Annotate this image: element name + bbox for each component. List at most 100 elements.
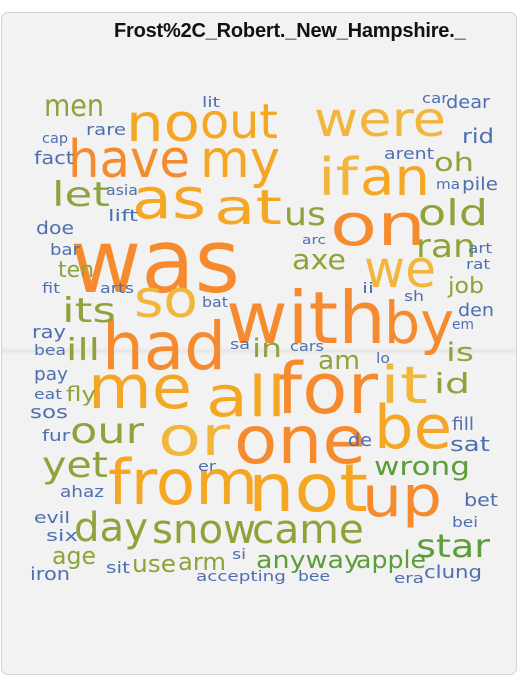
cloud-word-all: all [206,365,287,430]
cloud-word-cars: cars [290,339,324,355]
cloud-word-use: use [132,550,177,578]
cloud-word-pile: pile [462,174,498,195]
card-fold-line [2,347,516,355]
cloud-word-sat: sat [450,432,490,456]
cloud-word-arm: arm [178,548,227,576]
cloud-word-er: er [198,459,216,475]
cloud-word-old: old [418,193,488,234]
cloud-word-axe: axe [292,243,347,276]
cloud-word-bet: bet [464,490,498,511]
cloud-word-id: id [434,367,470,400]
cloud-word-si: si [232,547,246,563]
cloud-word-lit: lit [202,95,220,111]
cloud-word-an: an [360,148,431,208]
cloud-word-sh: sh [404,289,425,305]
cloud-word-am: am [318,346,361,376]
cloud-word-dear: dear [446,92,491,113]
cloud-word-rat: rat [466,257,490,273]
cloud-word-anyway: anyway [256,546,360,574]
cloud-word-sa: sa [230,337,251,353]
cloud-word-our: our [70,411,144,452]
cloud-word-asia: asia [106,183,139,199]
cloud-word-sos: sos [30,402,69,423]
cloud-word-art: art [468,241,492,257]
cloud-word-on: on [330,191,427,259]
cloud-word-let: let [52,175,110,215]
cloud-word-have: have [68,130,190,190]
cloud-word-so: so [134,270,198,330]
cloud-word-bei: bei [452,515,478,531]
cloud-word-be: be [374,393,452,463]
cloud-word-lift: lift [108,206,138,225]
cloud-word-had: had [102,308,227,385]
cloud-word-yet: yet [42,445,108,486]
word-cloud-card [1,12,517,675]
cloud-word-arc: arc [302,233,327,247]
cloud-word-men: men [44,89,105,124]
cloud-word-ran: ran [416,227,476,265]
cloud-word-my: my [200,130,280,190]
cloud-word-evil: evil [34,508,70,527]
cloud-word-car: car [422,91,448,107]
cloud-word-or: or [158,405,230,468]
cloud-word-arent: arent [384,144,434,163]
cloud-word-bat: bat [202,295,229,311]
cloud-word-bea: bea [34,343,66,359]
cloud-word-em: em [452,317,474,333]
cloud-word-not: not [248,450,368,527]
cloud-word-fit: fit [42,281,61,297]
cloud-word-arts: arts [100,281,134,297]
cloud-word-accepting: accepting [196,569,286,585]
cloud-word-for: for [276,348,379,430]
cloud-word-ii: ii [362,281,374,297]
cloud-word-at: at [214,180,283,236]
cloud-word-by: by [384,289,455,357]
cloud-word-rare: rare [86,120,127,139]
cloud-word-iron: iron [30,564,71,585]
cloud-word-us: us [284,195,327,233]
cloud-word-from: from [108,446,259,519]
cloud-word-snow: snow [152,507,257,553]
cloud-word-fact: fact [34,148,74,169]
cloud-word-if: if [318,148,359,208]
cloud-word-were: were [314,92,446,148]
cloud-word-rid: rid [462,124,494,148]
cloud-word-was: was [70,210,241,313]
cloud-word-day: day [74,505,149,551]
cloud-word-six: six [46,526,78,545]
cloud-word-bee: bee [298,569,331,585]
cloud-word-with: with [226,276,386,360]
cloud-word-up: up [362,465,442,530]
cloud-word-fur: fur [42,426,70,445]
cloud-word-era: era [394,571,424,587]
cloud-word-ray: ray [32,322,67,343]
cloud-word-ahaz: ahaz [60,482,104,501]
cloud-word-pay: pay [34,364,69,385]
cloud-word-out: out [200,94,278,150]
cloud-word-eat: eat [34,387,62,403]
cloud-word-clung: clung [424,562,482,583]
cloud-word-as: as [132,167,206,232]
cloud-word-doe: doe [36,218,75,239]
cloud-word-de: de [348,430,373,451]
cloud-word-no: no [126,94,200,154]
cloud-word-ill: ill [66,333,100,368]
cloud-word-den: den [458,300,494,321]
cloud-word-one: one [234,402,367,479]
cloud-word-is: is [446,338,474,368]
cloud-word-wrong: wrong [374,452,471,482]
cloud-word-ten: ten [58,258,95,283]
cloud-word-in: in [252,334,283,364]
cloud-word-fill: fill [452,414,475,435]
cloud-word-cap: cap [42,131,69,147]
cloud-word-star: star [416,527,491,565]
cloud-word-it: it [380,356,429,416]
cloud-word-apple: apple [356,546,427,574]
cloud-word-we: we [364,240,436,300]
cloud-word-fly: fly [66,382,97,406]
cloud-word-lo: lo [376,351,391,367]
cloud-word-ma: ma [436,177,460,193]
cloud-word-sit: sit [106,558,130,577]
cloud-word-came: came [252,507,364,553]
